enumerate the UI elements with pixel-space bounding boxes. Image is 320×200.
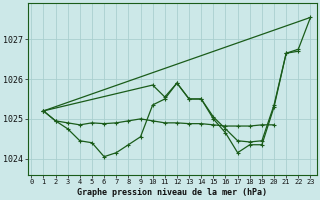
X-axis label: Graphe pression niveau de la mer (hPa): Graphe pression niveau de la mer (hPa) [77,188,267,197]
